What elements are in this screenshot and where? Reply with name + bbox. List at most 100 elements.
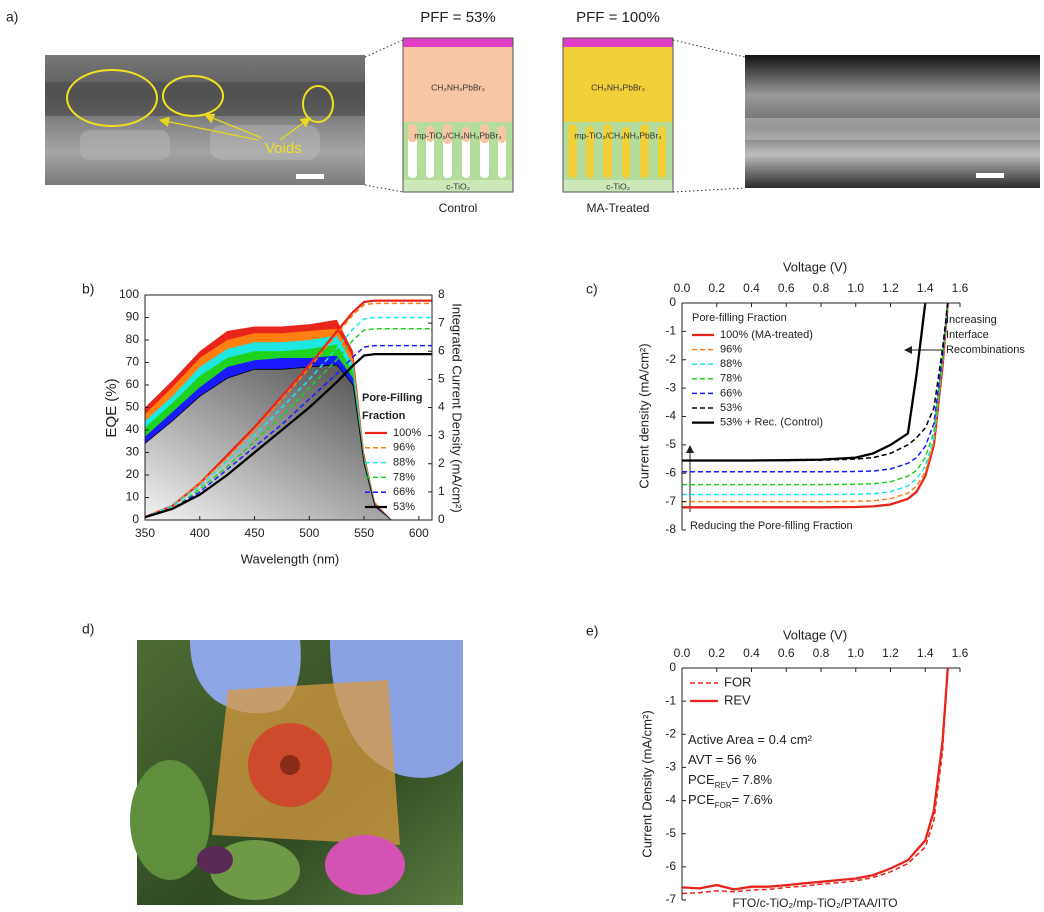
x-tick-label: 0.4 bbox=[743, 281, 760, 295]
legend-title: Pore-filling Fraction bbox=[692, 312, 787, 324]
panel-label: c) bbox=[586, 281, 598, 297]
x-tick-label: 0.4 bbox=[743, 646, 760, 660]
y-tick-label: 90 bbox=[126, 310, 140, 324]
layer-label: mp-TiO₂/CH₃NH₃PbBr₃ bbox=[414, 130, 502, 140]
legend-label: FOR bbox=[724, 674, 751, 689]
y-tick-label: -4 bbox=[665, 409, 676, 423]
legend-label: 53% bbox=[393, 501, 415, 513]
panel-label: d) bbox=[82, 621, 94, 637]
y-tick-label: -7 bbox=[665, 494, 676, 508]
x-tick-label: 0.6 bbox=[778, 646, 795, 660]
x-tick-label: 1.2 bbox=[882, 281, 899, 295]
legend-label: REV bbox=[724, 692, 751, 707]
annotation-sub: FOR bbox=[715, 801, 732, 810]
legend-label: 53% + Rec. (Control) bbox=[720, 417, 823, 429]
annotation: Recombinations bbox=[946, 344, 1025, 356]
legend-label: 96% bbox=[720, 344, 742, 356]
x-tick-label: 0.6 bbox=[778, 281, 795, 295]
x-tick-label: 0.0 bbox=[674, 281, 691, 295]
y2-tick-label: 1 bbox=[438, 484, 445, 498]
x-tick-label: 350 bbox=[135, 526, 155, 540]
legend-title: Pore-Filling bbox=[362, 392, 423, 404]
x-tick-label: 500 bbox=[299, 526, 319, 540]
x-tick-label: 0.2 bbox=[708, 646, 725, 660]
y-tick-label: -7 bbox=[665, 892, 676, 906]
y2-tick-label: 2 bbox=[438, 456, 445, 470]
annotation-text: = 7.6% bbox=[732, 792, 773, 807]
y-tick-label: 0 bbox=[669, 295, 676, 309]
y-tick-label: 60 bbox=[126, 377, 140, 391]
y-tick-label: -5 bbox=[665, 437, 676, 451]
x-tick-label: 0.2 bbox=[708, 281, 725, 295]
layer-top bbox=[403, 38, 513, 47]
layer-label: mp-TiO₂/CH₃NH₃PbBr₃ bbox=[574, 130, 662, 140]
y-tick-label: 70 bbox=[126, 355, 140, 369]
sem-texture bbox=[80, 130, 170, 160]
legend-title: Fraction bbox=[362, 410, 406, 422]
y-tick-label: -2 bbox=[665, 352, 676, 366]
x-tick-label: 0.8 bbox=[813, 646, 830, 660]
legend-label: 100% (MA-treated) bbox=[720, 329, 813, 341]
layer-label: c-TiO₂ bbox=[446, 181, 470, 191]
annotation: AVT = 56 % bbox=[688, 752, 757, 767]
annotation-text: Active Area = 0.4 cm² bbox=[688, 732, 813, 747]
x-tick-label: 400 bbox=[190, 526, 210, 540]
annotation-text: = 7.8% bbox=[731, 772, 772, 787]
y-axis-title: Current Density (mA/cm²) bbox=[639, 710, 654, 857]
y-tick-label: -1 bbox=[665, 324, 676, 338]
y-tick-label: 80 bbox=[126, 332, 140, 346]
void-label: Voids bbox=[265, 140, 302, 157]
figure: a) b) c) d) e) Voids PFF = 53% CH₃NH₃PbB… bbox=[0, 0, 1044, 912]
photo-flower bbox=[280, 755, 300, 775]
y-tick-label: -3 bbox=[665, 380, 676, 394]
y-tick-label: -2 bbox=[665, 726, 676, 740]
y-tick-label: -1 bbox=[665, 693, 676, 707]
layer-label: c-TiO₂ bbox=[606, 181, 630, 191]
y-tick-label: 10 bbox=[126, 490, 140, 504]
annotation-sub: REV bbox=[715, 781, 732, 790]
legend-label: 88% bbox=[393, 457, 415, 469]
panel-label: a) bbox=[6, 9, 18, 25]
legend-label: 66% bbox=[393, 486, 415, 498]
y2-tick-label: 8 bbox=[438, 287, 445, 301]
photo-flower bbox=[197, 846, 233, 874]
layer-top bbox=[563, 38, 673, 47]
y-tick-label: -8 bbox=[665, 522, 676, 536]
annotation-text: AVT = 56 % bbox=[688, 752, 757, 767]
y-tick-label: 30 bbox=[126, 445, 140, 459]
y-tick-label: -3 bbox=[665, 760, 676, 774]
x-tick-label: 550 bbox=[354, 526, 374, 540]
y-tick-label: 20 bbox=[126, 467, 140, 481]
y-tick-label: -6 bbox=[665, 465, 676, 479]
annotation: PCEREV= 7.8% bbox=[688, 772, 772, 789]
y-tick-label: 40 bbox=[126, 422, 140, 436]
y-tick-label: 50 bbox=[126, 400, 140, 414]
x-axis-title: Voltage (V) bbox=[783, 627, 847, 642]
x-tick-label: 1.4 bbox=[917, 281, 934, 295]
legend-label: 96% bbox=[393, 442, 415, 454]
schematic-caption: MA-Treated bbox=[587, 201, 650, 215]
schematic-header: PFF = 53% bbox=[420, 9, 495, 26]
x-axis-title: Wavelength (nm) bbox=[241, 551, 340, 566]
y-axis-title: EQE (%) bbox=[103, 378, 120, 437]
y2-tick-label: 3 bbox=[438, 428, 445, 442]
zoom-line bbox=[365, 185, 403, 192]
schematic-header: PFF = 100% bbox=[576, 9, 660, 26]
annotation: Interface bbox=[946, 329, 989, 341]
y-axis-title: Current density (mA/cm²) bbox=[636, 343, 651, 488]
x-tick-label: 1.0 bbox=[847, 646, 864, 660]
panel-label: e) bbox=[586, 623, 598, 639]
legend-label: 78% bbox=[393, 471, 415, 483]
line bbox=[682, 303, 925, 461]
zoom-line bbox=[673, 188, 745, 192]
scale-bar bbox=[296, 174, 324, 179]
y-tick-label: -5 bbox=[665, 826, 676, 840]
annotation: Active Area = 0.4 cm² bbox=[688, 732, 813, 747]
x-tick-label: 1.2 bbox=[882, 646, 899, 660]
x-tick-label: 600 bbox=[409, 526, 429, 540]
line bbox=[682, 668, 948, 889]
annotation: Reducing the Pore-filling Fraction bbox=[690, 520, 853, 532]
legend-label: 78% bbox=[720, 373, 742, 385]
x-tick-label: 1.4 bbox=[917, 646, 934, 660]
legend-label: 88% bbox=[720, 358, 742, 370]
